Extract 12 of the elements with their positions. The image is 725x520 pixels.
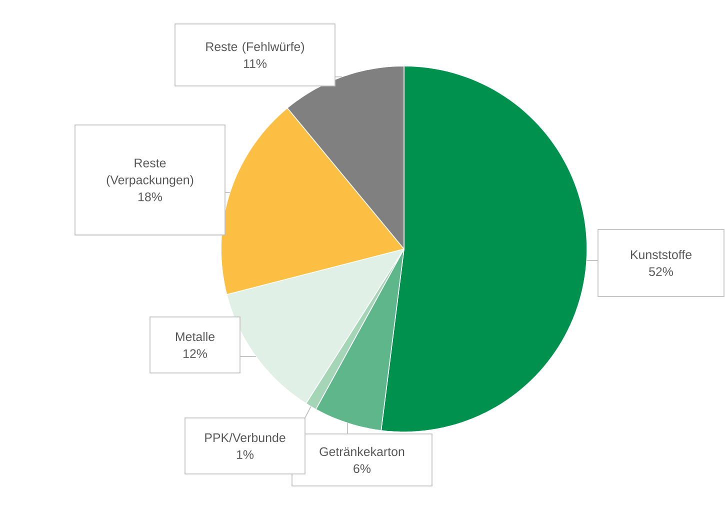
data-label: 12% (184, 349, 208, 358)
data-label: 6% (354, 464, 371, 474)
slice-label: Metalle (176, 332, 215, 342)
data-label: 18% (138, 192, 162, 202)
slice-label: PPK/Verbunde (205, 432, 286, 442)
slice-label: Kunststoffe (630, 250, 692, 260)
data-label: 52% (649, 267, 674, 276)
slice-label: Reste (Fehlwürfe) (206, 42, 304, 54)
data-label: 1% (236, 450, 254, 460)
slice-label: Reste (Verpackungen) (106, 158, 194, 187)
slice-label: Getränkekarton (320, 446, 404, 456)
data-label: 11% (244, 59, 267, 68)
